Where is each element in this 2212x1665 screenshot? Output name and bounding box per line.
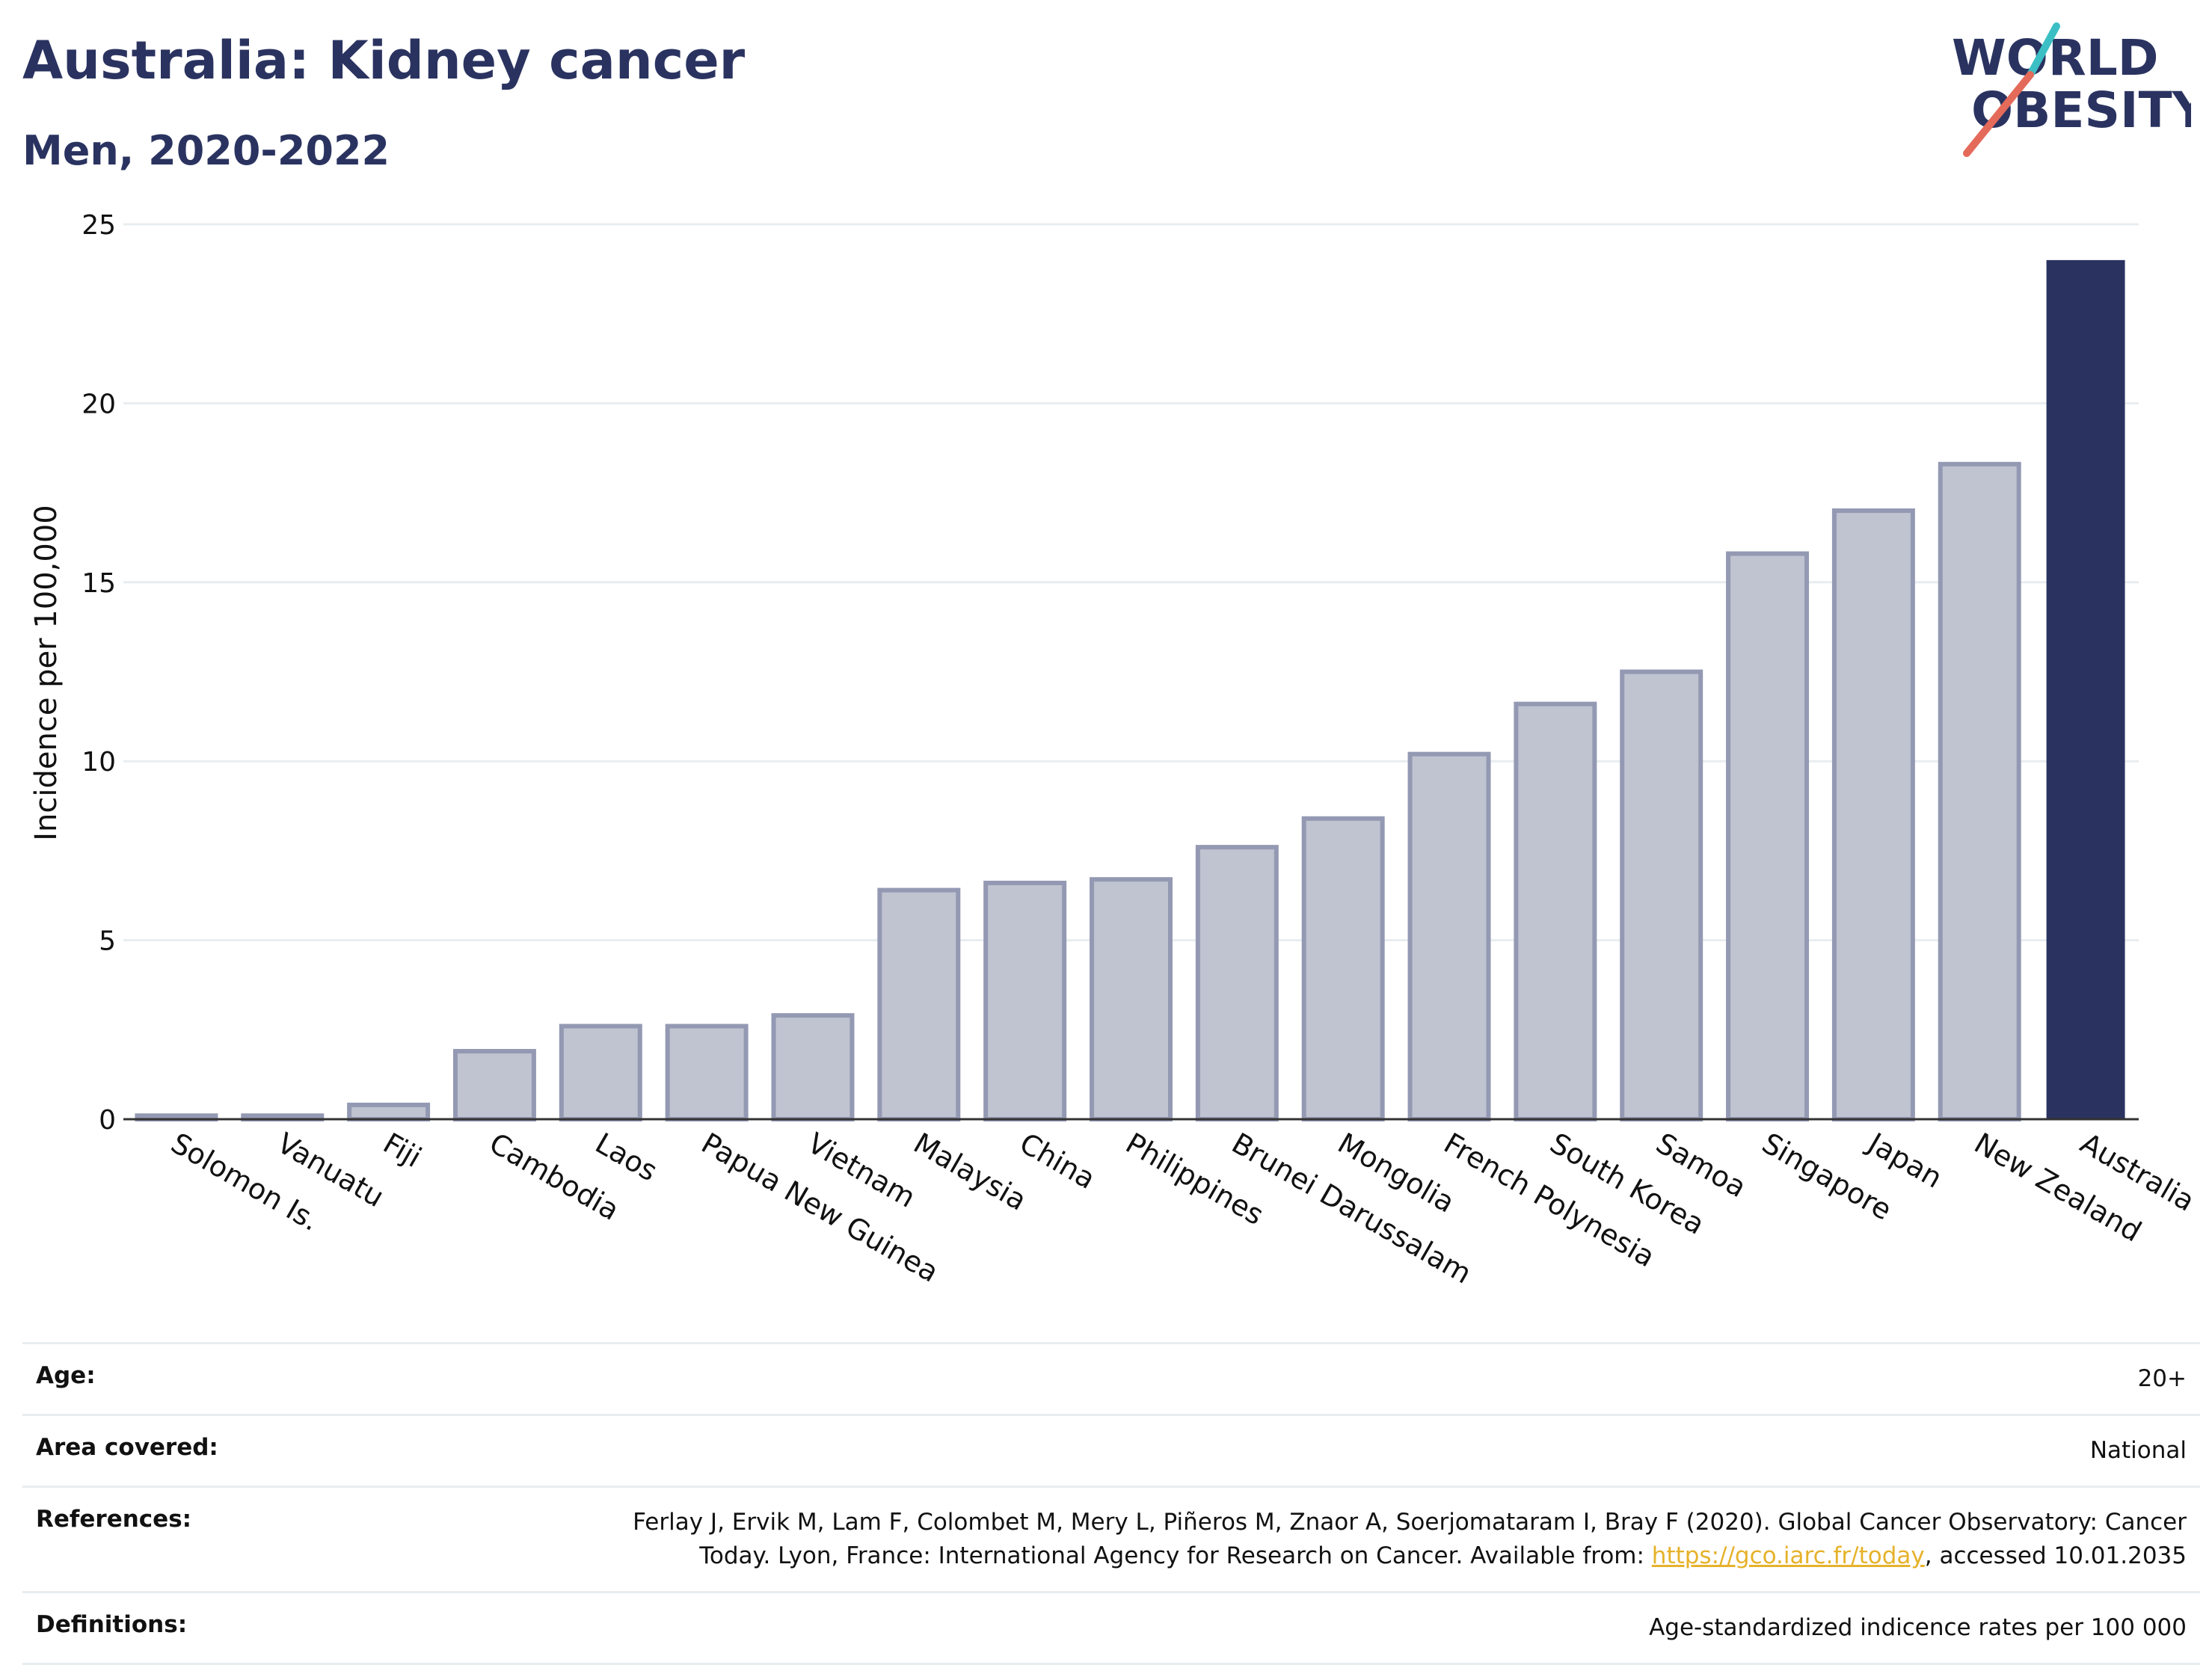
x-tick-label: Malaysia: [908, 1127, 1032, 1217]
bar-french-polynesia: [1407, 751, 1491, 1122]
bar-japan: [1831, 508, 1915, 1121]
world-obesity-logo: WORLD OBESITY: [1952, 22, 2191, 157]
logo-line-2: OBESITY: [1971, 81, 2191, 139]
references-suffix: , accessed 10.01.2035: [1924, 1542, 2187, 1569]
chart-title: Australia: Kidney cancer: [22, 30, 746, 91]
bar-philippines: [1090, 877, 1173, 1121]
y-tick-label: 5: [99, 926, 116, 957]
bar-vietnam: [771, 1013, 855, 1121]
y-tick-label: 0: [99, 1105, 116, 1136]
bar-laos: [559, 1024, 642, 1121]
meta-row-age: Age: 20+: [22, 1342, 2200, 1414]
bar-fiji: [347, 1102, 431, 1122]
y-tick-label: 20: [82, 389, 116, 419]
logo-slash-coral: [1963, 71, 2034, 157]
meta-row-definitions: Definitions: Age-standardized indicence …: [22, 1591, 2200, 1665]
meta-area-label: Area covered:: [36, 1434, 218, 1461]
y-tick-label: 10: [82, 747, 116, 778]
bar-malaysia: [877, 887, 961, 1121]
y-tick-label: 15: [82, 568, 116, 599]
bar-south-korea: [1514, 701, 1597, 1121]
y-axis-label: Incidence per 100,000: [29, 505, 64, 841]
bar-singapore: [1726, 551, 1810, 1121]
meta-row-references: References: Ferlay J, Ervik M, Lam F, Co…: [22, 1486, 2200, 1591]
bar-samoa: [1620, 669, 1703, 1121]
bar-mongolia: [1301, 816, 1385, 1121]
meta-definitions-label: Definitions:: [36, 1611, 188, 1638]
meta-references-label: References:: [36, 1506, 192, 1533]
bar-layer: [135, 259, 2125, 1122]
bar-papua-new-guinea: [665, 1024, 749, 1121]
bar-china: [983, 880, 1067, 1121]
bar-cambodia: [452, 1049, 536, 1121]
logo-line-1: WORLD: [1952, 29, 2159, 87]
meta-references-value: Ferlay J, Ervik M, Lam F, Colombet M, Me…: [616, 1506, 2187, 1573]
chart-subtitle: Men, 2020-2022: [22, 127, 390, 174]
meta-age-label: Age:: [36, 1362, 96, 1389]
y-tick-label: 25: [82, 210, 116, 241]
logo-slash-teal: [2027, 22, 2060, 79]
bar-australia: [2046, 259, 2125, 1119]
references-text: Ferlay J, Ervik M, Lam F, Colombet M, Me…: [633, 1509, 2187, 1569]
bar-new-zealand: [1938, 461, 2021, 1121]
meta-definitions-value: Age-standardized indicence rates per 100…: [1649, 1614, 2187, 1641]
meta-age-value: 20+: [2137, 1365, 2187, 1392]
meta-area-value: National: [2089, 1437, 2187, 1464]
references-link[interactable]: https://gco.iarc.fr/today: [1651, 1542, 1925, 1569]
meta-row-area: Area covered: National: [22, 1414, 2200, 1486]
x-tick-label: Fiji: [378, 1127, 427, 1174]
bar-brunei-darussalam: [1195, 845, 1279, 1122]
x-tick-label: Laos: [590, 1127, 663, 1188]
metadata-table: Age: 20+ Area covered: National Referenc…: [22, 1342, 2200, 1665]
